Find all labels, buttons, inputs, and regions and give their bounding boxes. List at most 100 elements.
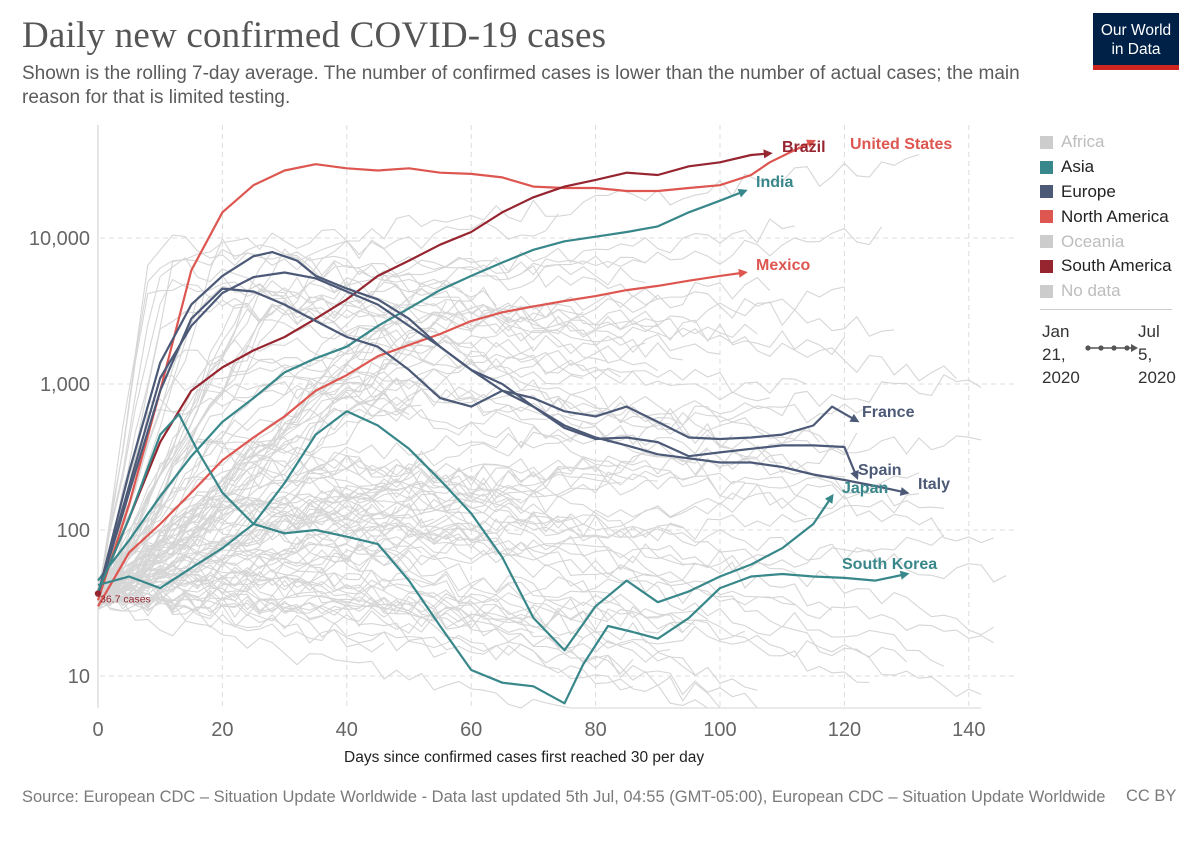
- series-arrowhead-mexico: [738, 268, 748, 278]
- background-country-line: [97, 595, 447, 658]
- background-country-line: [97, 509, 671, 653]
- series-arrowhead-united-states: [805, 139, 817, 148]
- background-country-line: [97, 349, 820, 609]
- x-tick-label: 140: [952, 719, 985, 741]
- legend-item-asia[interactable]: Asia: [1040, 155, 1185, 180]
- timeline-end-year: 2020: [1138, 368, 1176, 387]
- timeline-end-month: Jul: [1138, 322, 1160, 341]
- legend-swatch: [1040, 160, 1053, 174]
- series-arrowhead-india: [737, 188, 748, 198]
- background-country-line: [97, 444, 484, 600]
- legend-swatch: [1040, 185, 1053, 199]
- timeline-end-day: 5,: [1138, 345, 1153, 364]
- background-country-line: [97, 363, 584, 609]
- background-country-lines: [97, 154, 1007, 709]
- logo-line-2: in Data: [1111, 41, 1161, 58]
- background-country-line: [97, 493, 920, 604]
- series-line-south-korea: [96, 413, 907, 705]
- background-country-line: [97, 377, 994, 593]
- legend-label: Europe: [1061, 181, 1116, 201]
- series-label-india: India: [756, 174, 793, 191]
- legend-item-africa[interactable]: Africa: [1040, 130, 1185, 155]
- timeline-start[interactable]: Jan 21, 2020: [1042, 320, 1080, 389]
- legend-item-europe[interactable]: Europe: [1040, 180, 1185, 205]
- background-country-line: [97, 299, 857, 600]
- background-country-line: [97, 482, 621, 601]
- series-line-mexico: [97, 271, 746, 607]
- background-country-line: [97, 422, 671, 600]
- background-country-line: [97, 490, 945, 667]
- series-line-india: [97, 189, 746, 582]
- background-country-line: [97, 588, 783, 709]
- x-tick-label: 120: [828, 719, 861, 741]
- background-country-line: [97, 569, 621, 606]
- background-country-line: [97, 534, 945, 622]
- background-country-line: [97, 239, 895, 608]
- background-country-line: [97, 251, 497, 593]
- background-country-line: [97, 218, 795, 606]
- background-country-line: [97, 484, 522, 603]
- series-label-south-korea: South Korea: [842, 556, 937, 573]
- series-line-italy: [96, 271, 907, 596]
- series-label-brazil: Brazil: [782, 139, 826, 156]
- background-country-line: [97, 494, 497, 594]
- background-country-line: [97, 283, 721, 603]
- background-country-line: [97, 457, 994, 636]
- legend-item-oceania[interactable]: Oceania: [1040, 229, 1185, 254]
- source-note: Source: European CDC – Situation Update …: [22, 788, 1106, 806]
- background-country-line: [97, 588, 634, 675]
- series-line-brazil: [96, 152, 770, 592]
- legend-label: Africa: [1061, 132, 1105, 152]
- timeline-start-year: 2020: [1042, 368, 1080, 387]
- background-country-line: [97, 299, 845, 589]
- legend-separator: [1040, 309, 1172, 310]
- series-arrowhead-japan: [824, 493, 834, 504]
- legend-label: Asia: [1061, 157, 1095, 177]
- background-country-line: [97, 234, 957, 600]
- timeline-start-day: 21,: [1042, 345, 1066, 364]
- background-country-line: [97, 596, 472, 633]
- legend-label: South America: [1061, 256, 1172, 276]
- license-link[interactable]: CC BY: [1126, 787, 1177, 805]
- background-country-line: [97, 528, 783, 709]
- background-country-line: [97, 248, 646, 607]
- background-country-line: [97, 337, 808, 611]
- background-country-line: [97, 432, 858, 604]
- legend-item-south-america[interactable]: South America: [1040, 254, 1185, 279]
- timeline-slider[interactable]: [1084, 340, 1140, 356]
- background-country-line: [97, 382, 410, 591]
- x-axis-label: Days since confirmed cases first reached…: [344, 749, 704, 766]
- legend-item-no-data[interactable]: No data: [1040, 279, 1185, 304]
- background-country-line: [97, 319, 621, 608]
- legend-item-north-america[interactable]: North America: [1040, 204, 1185, 229]
- x-tick-label: 0: [92, 719, 103, 741]
- background-country-line: [97, 288, 659, 610]
- background-country-line: [97, 154, 920, 605]
- x-tick-label: 100: [703, 719, 736, 741]
- y-tick-label: 1,000: [40, 374, 90, 396]
- background-country-line: [97, 389, 422, 599]
- x-tick-label: 80: [584, 719, 606, 741]
- timeline-end[interactable]: Jul 5, 2020: [1138, 320, 1176, 389]
- background-country-line: [97, 391, 410, 602]
- timeline-start-month: Jan: [1042, 322, 1070, 341]
- y-tick-label: 10: [68, 666, 90, 688]
- legend-label: Oceania: [1061, 231, 1125, 251]
- chart-subtitle: Shown is the rolling 7-day average. The …: [22, 63, 1020, 108]
- y-tick-label: 100: [57, 520, 90, 542]
- series-label-mexico: Mexico: [756, 257, 810, 274]
- legend: Africa Asia Europe North America Oceania Sout…: [1040, 130, 1185, 304]
- background-country-line: [97, 567, 584, 653]
- legend-swatch: [1040, 235, 1053, 249]
- our-world-in-data-logo[interactable]: Our World in Data: [1093, 13, 1179, 70]
- background-country-line: [97, 276, 771, 610]
- logo-line-1: Our World: [1100, 22, 1172, 39]
- x-tick-label: 40: [336, 719, 358, 741]
- background-country-line: [97, 456, 621, 595]
- y-tick-label: 10,000: [29, 228, 90, 250]
- background-country-line: [97, 551, 932, 709]
- background-country-line: [97, 367, 845, 596]
- series-arrowhead-south-korea: [899, 570, 910, 580]
- background-country-line: [97, 300, 447, 595]
- background-country-line: [97, 577, 708, 628]
